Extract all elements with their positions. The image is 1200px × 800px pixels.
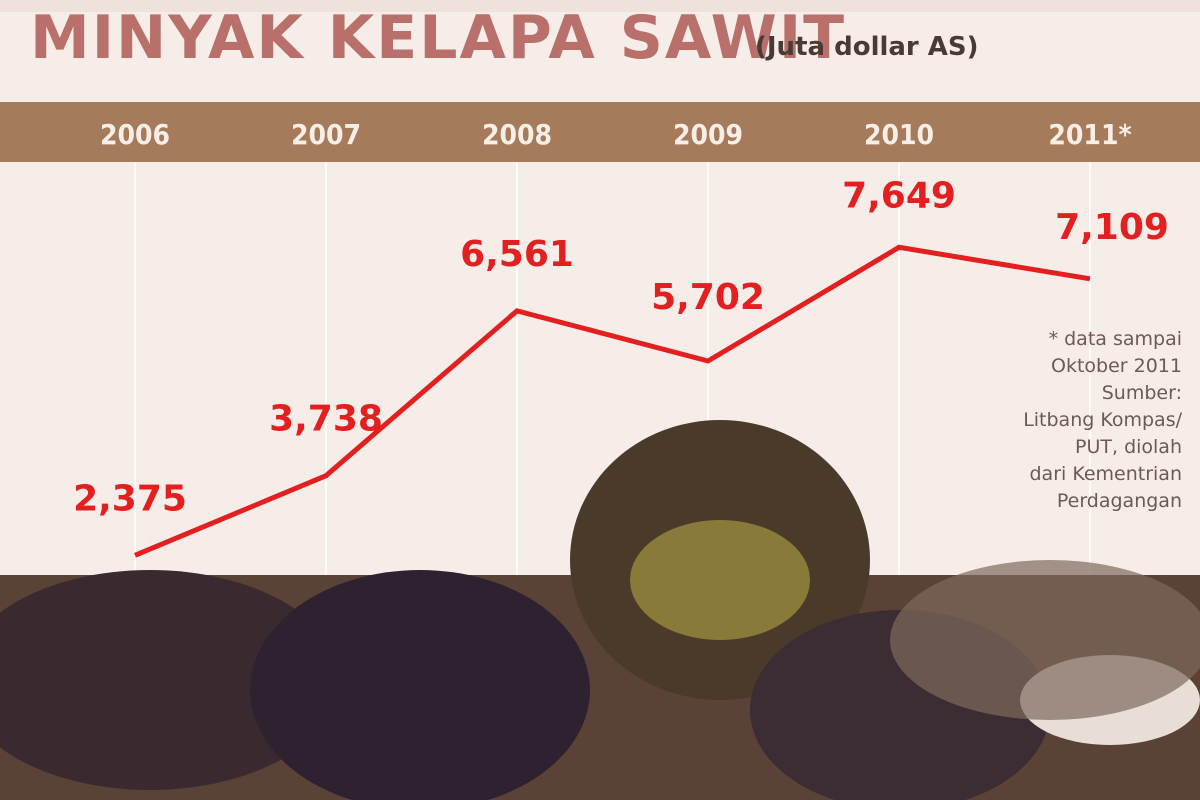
- source-note: Oktober 2011: [1051, 355, 1182, 377]
- chart-subtitle: (Juta dollar AS): [755, 32, 979, 62]
- chart-title: MINYAK KELAPA SAWIT: [30, 3, 846, 73]
- data-line: [134, 244, 1091, 558]
- source-note: Perdagangan: [1057, 490, 1182, 512]
- data-label: 7,109: [1055, 207, 1169, 248]
- header-band: [0, 102, 1200, 162]
- x-tick-label: 2007: [291, 118, 361, 151]
- source-note: * data sampai: [1049, 328, 1182, 350]
- x-tick-label: 2008: [482, 118, 552, 151]
- data-label: 3,738: [269, 399, 383, 440]
- data-label: 5,702: [651, 277, 765, 318]
- source-note: Sumber:: [1102, 382, 1182, 404]
- x-tick-label: 2011*: [1048, 118, 1131, 151]
- x-tick-label: 2010: [864, 118, 934, 151]
- x-tick-label: 2006: [100, 118, 170, 151]
- data-label: 2,375: [73, 478, 187, 519]
- data-label: 7,649: [842, 175, 956, 216]
- x-tick-label: 2009: [673, 118, 743, 151]
- source-note: dari Kementrian: [1029, 463, 1182, 485]
- source-note: PUT, diolah: [1075, 436, 1182, 458]
- photo: [0, 420, 1200, 800]
- source-note: Litbang Kompas/: [1023, 409, 1182, 431]
- data-label: 6,561: [460, 234, 574, 275]
- top-strip: [0, 0, 1200, 12]
